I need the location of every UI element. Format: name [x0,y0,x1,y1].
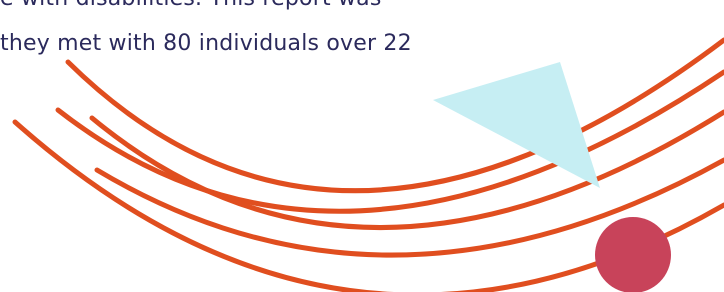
triangle [433,62,600,188]
circle [595,217,671,292]
page: e with disabilities. This report was the… [0,0,724,292]
text-line: they met with 80 individuals over 22 [0,31,412,56]
text-line: e with disabilities. This report was [0,0,382,11]
